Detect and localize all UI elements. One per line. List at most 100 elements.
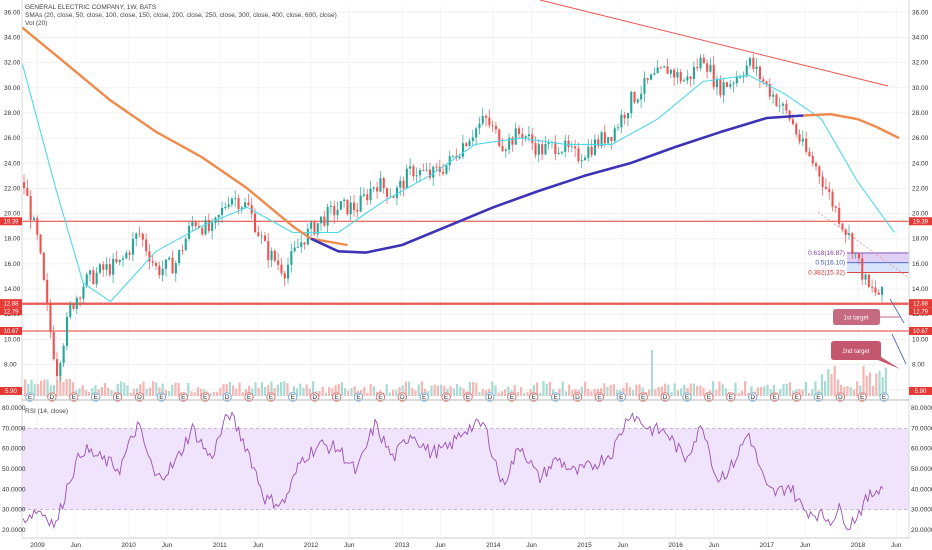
candle-body — [438, 167, 441, 172]
volume-bar — [443, 385, 446, 396]
candle-body — [659, 67, 662, 69]
candle-body — [729, 84, 732, 87]
time-axis-labels[interactable]: 2009 Jun 2010 Jun 2011 Jun 2012 Jun 2013 Jun 2014 J… — [30, 542, 902, 549]
candle-body — [501, 146, 504, 152]
earnings-marker[interactable] — [572, 392, 583, 402]
rsi-tick-label-right: 60.0000 — [911, 446, 932, 453]
candle-body — [765, 81, 768, 84]
level-tag-right — [909, 299, 932, 308]
candle-body — [580, 160, 583, 162]
earnings-marker[interactable] — [550, 392, 561, 402]
earnings-marker[interactable] — [660, 392, 670, 402]
candle-body — [636, 99, 639, 103]
earnings-marker[interactable] — [200, 392, 210, 402]
earnings-marker[interactable] — [419, 392, 429, 402]
earnings-marker[interactable] — [835, 392, 845, 402]
earnings-marker[interactable] — [222, 392, 232, 402]
volume-bar — [235, 388, 238, 396]
volume-bar — [132, 388, 135, 396]
earnings-marker[interactable] — [726, 392, 736, 402]
earnings-marker-letter: E — [159, 394, 164, 401]
candle-body — [881, 286, 884, 295]
earnings-marker[interactable] — [616, 392, 626, 402]
level-tag-left — [0, 299, 22, 308]
earnings-marker[interactable] — [813, 392, 824, 402]
earnings-marker[interactable] — [879, 392, 889, 402]
volume-bar — [420, 381, 423, 396]
earnings-marker[interactable] — [244, 392, 254, 402]
earnings-marker[interactable] — [857, 392, 867, 402]
target-annotations: 1st target 2nd target — [831, 298, 907, 369]
volume-bar — [33, 384, 36, 396]
volume-bar — [545, 383, 548, 396]
candle-body — [257, 232, 260, 237]
earnings-marker[interactable] — [69, 392, 79, 402]
volume-bar — [273, 388, 276, 396]
earnings-marker[interactable] — [25, 392, 35, 402]
volume-bar — [673, 383, 676, 396]
candle-body — [23, 182, 26, 189]
volume-bar — [446, 388, 449, 396]
earnings-marker[interactable] — [748, 392, 758, 402]
candle-body — [89, 270, 92, 275]
rsi-axis-labels[interactable]: 80.0000 80.0000 70.0000 70.0000 60.0000 60.00… — [2, 405, 932, 534]
candle-body — [841, 223, 844, 230]
earnings-marker[interactable] — [112, 392, 123, 402]
chart-legend[interactable]: GENERAL ELECTRIC COMPANY, 1W, BATS SMAs … — [25, 4, 337, 415]
candle-body — [630, 91, 633, 114]
chart-title: GENERAL ELECTRIC COMPANY, 1W, BATS — [25, 4, 157, 11]
candle-body — [537, 144, 540, 155]
volume-bar — [152, 381, 155, 396]
candle-body — [296, 247, 299, 248]
earnings-marker[interactable] — [682, 392, 692, 402]
rsi-tick-label-right: 40.0000 — [911, 486, 932, 493]
candle-body — [801, 138, 804, 142]
earnings-marker[interactable] — [529, 392, 539, 402]
earnings-marker[interactable] — [331, 392, 342, 402]
candle-body — [194, 221, 197, 227]
earnings-marker[interactable] — [375, 392, 386, 402]
candle-body — [508, 137, 511, 150]
candle-body — [818, 166, 821, 177]
candle-body — [98, 264, 101, 273]
earnings-marker[interactable] — [638, 392, 648, 402]
target-2-box[interactable] — [831, 341, 900, 369]
earnings-marker[interactable] — [507, 392, 517, 402]
earnings-marker-letter: E — [860, 394, 865, 401]
candle-body — [353, 202, 356, 210]
earnings-marker[interactable] — [463, 392, 473, 402]
earnings-marker[interactable] — [485, 392, 495, 402]
candle-body — [871, 286, 874, 288]
earnings-marker[interactable] — [178, 392, 188, 402]
candle-body — [702, 57, 705, 64]
earnings-marker[interactable] — [47, 392, 57, 402]
candle-body — [570, 146, 573, 148]
volume-bar — [865, 375, 868, 396]
earnings-marker[interactable] — [156, 392, 167, 402]
candle-body — [593, 139, 596, 155]
sma-legend: SMAs (20, close, 50, close, 100, close, … — [25, 12, 337, 19]
earnings-marker[interactable] — [769, 392, 780, 402]
earnings-marker[interactable] — [397, 392, 407, 402]
time-tick-label: 2011 — [213, 542, 227, 549]
candle-body — [283, 273, 286, 279]
volume-bar — [209, 392, 212, 396]
earnings-marker[interactable] — [791, 392, 802, 402]
earnings-marker[interactable] — [704, 392, 714, 402]
earnings-marker[interactable] — [288, 392, 298, 402]
level-tag-left-text: 5.90 — [5, 389, 17, 395]
earnings-marker[interactable] — [441, 392, 451, 402]
volume-bar — [216, 391, 219, 396]
candle-body — [857, 253, 860, 259]
earnings-marker[interactable] — [91, 392, 101, 402]
earnings-marker[interactable] — [134, 392, 145, 402]
earnings-marker[interactable] — [594, 392, 605, 402]
earnings-marker[interactable] — [266, 392, 276, 402]
volume-bar — [372, 386, 375, 396]
earnings-marker[interactable] — [353, 392, 364, 402]
target-1-box[interactable] — [833, 309, 880, 325]
earnings-marker[interactable] — [310, 392, 320, 402]
volume-bar — [833, 365, 836, 396]
